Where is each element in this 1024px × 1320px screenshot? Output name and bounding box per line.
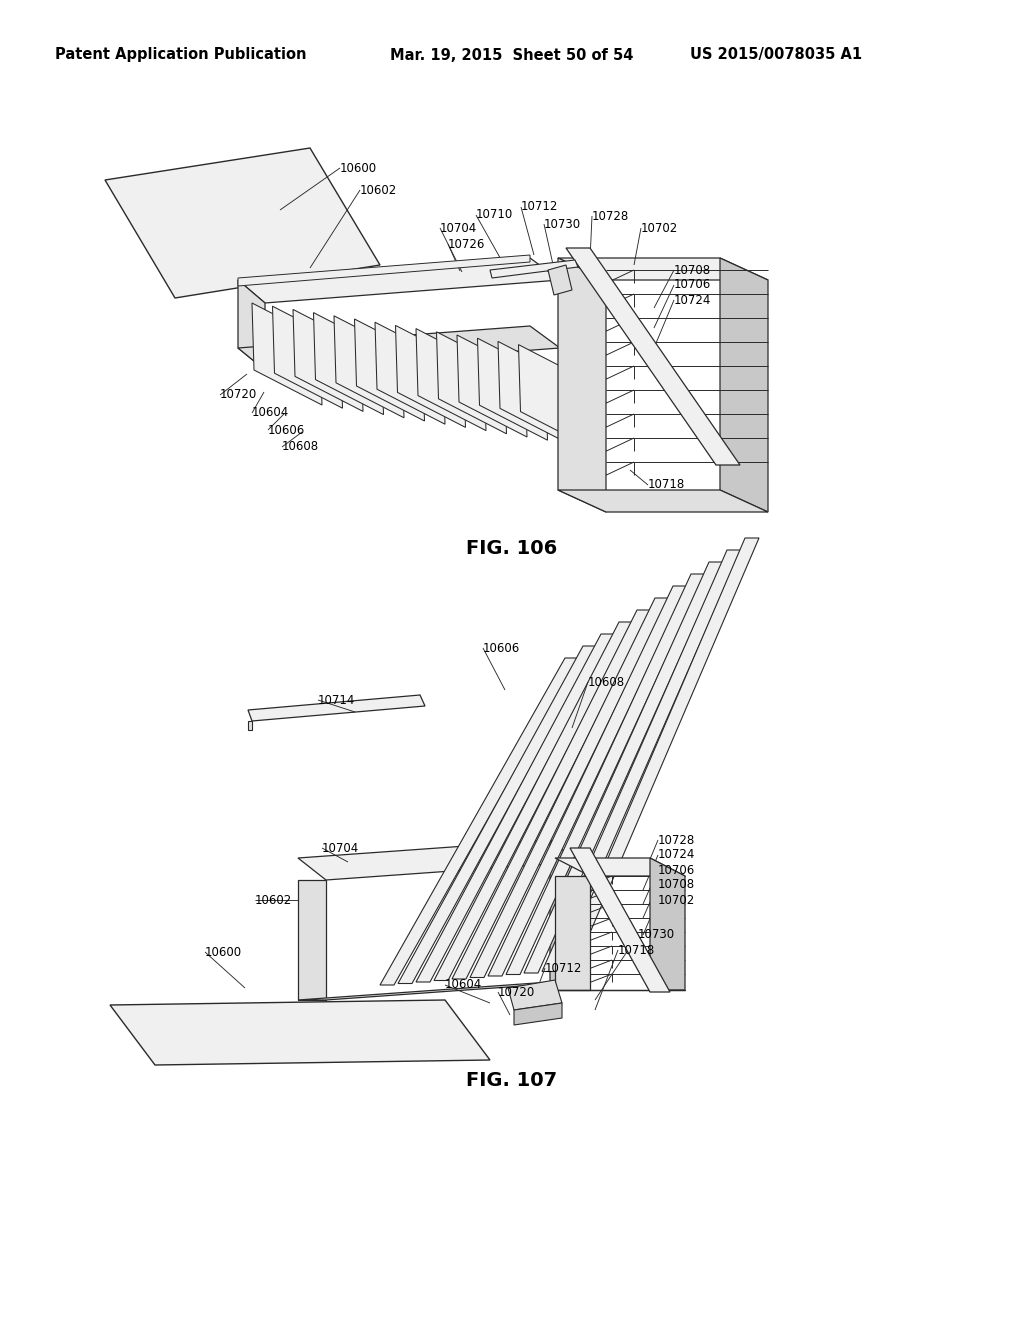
Text: 10706: 10706 bbox=[658, 863, 695, 876]
Polygon shape bbox=[238, 326, 560, 370]
Text: 10728: 10728 bbox=[658, 833, 695, 846]
Polygon shape bbox=[555, 876, 590, 990]
Text: 10724: 10724 bbox=[658, 849, 695, 862]
Polygon shape bbox=[470, 598, 669, 978]
Text: Patent Application Publication: Patent Application Publication bbox=[55, 48, 306, 62]
Polygon shape bbox=[238, 280, 265, 370]
Text: 10606: 10606 bbox=[268, 424, 305, 437]
Polygon shape bbox=[238, 257, 560, 304]
Polygon shape bbox=[566, 248, 740, 465]
Text: 10724: 10724 bbox=[674, 293, 712, 306]
Text: 10706: 10706 bbox=[674, 279, 712, 292]
Text: Mar. 19, 2015  Sheet 50 of 54: Mar. 19, 2015 Sheet 50 of 54 bbox=[390, 48, 634, 62]
Polygon shape bbox=[272, 306, 342, 408]
Text: 10730: 10730 bbox=[638, 928, 675, 941]
Text: FIG. 106: FIG. 106 bbox=[466, 539, 558, 557]
Polygon shape bbox=[452, 610, 651, 979]
Polygon shape bbox=[238, 255, 530, 286]
Polygon shape bbox=[498, 342, 568, 444]
Text: 10702: 10702 bbox=[641, 222, 678, 235]
Polygon shape bbox=[398, 645, 597, 983]
Text: 10728: 10728 bbox=[592, 210, 630, 223]
Polygon shape bbox=[555, 858, 685, 876]
Polygon shape bbox=[334, 315, 404, 418]
Polygon shape bbox=[558, 490, 768, 512]
Text: US 2015/0078035 A1: US 2015/0078035 A1 bbox=[690, 48, 862, 62]
Polygon shape bbox=[558, 257, 606, 512]
Polygon shape bbox=[548, 265, 572, 294]
Polygon shape bbox=[550, 840, 578, 982]
Text: 10702: 10702 bbox=[658, 894, 695, 907]
Text: 10608: 10608 bbox=[282, 441, 319, 454]
Text: 10708: 10708 bbox=[658, 878, 695, 891]
Text: 10708: 10708 bbox=[674, 264, 711, 276]
Polygon shape bbox=[436, 331, 507, 434]
Text: 10600: 10600 bbox=[340, 161, 377, 174]
Polygon shape bbox=[298, 880, 326, 1001]
Polygon shape bbox=[524, 562, 723, 973]
Polygon shape bbox=[477, 338, 548, 440]
Text: FIG. 107: FIG. 107 bbox=[467, 1071, 557, 1089]
Polygon shape bbox=[298, 840, 578, 880]
Polygon shape bbox=[252, 304, 322, 405]
Polygon shape bbox=[416, 634, 615, 982]
Polygon shape bbox=[542, 550, 741, 972]
Polygon shape bbox=[558, 257, 768, 280]
Polygon shape bbox=[506, 574, 705, 974]
Polygon shape bbox=[650, 858, 685, 990]
Polygon shape bbox=[248, 696, 425, 721]
Text: 10608: 10608 bbox=[588, 676, 625, 689]
Text: 10712: 10712 bbox=[521, 201, 558, 214]
Polygon shape bbox=[354, 319, 425, 421]
Text: 10720: 10720 bbox=[220, 388, 257, 401]
Text: 10602: 10602 bbox=[360, 183, 397, 197]
Text: 10726: 10726 bbox=[449, 238, 485, 251]
Text: 10720: 10720 bbox=[498, 986, 536, 998]
Polygon shape bbox=[490, 260, 578, 279]
Polygon shape bbox=[313, 313, 384, 414]
Text: 10718: 10718 bbox=[618, 944, 655, 957]
Text: 10704: 10704 bbox=[322, 842, 359, 854]
Text: 10604: 10604 bbox=[445, 978, 482, 991]
Text: 10714: 10714 bbox=[318, 693, 355, 706]
Polygon shape bbox=[434, 622, 633, 981]
Polygon shape bbox=[720, 257, 768, 512]
Text: 10710: 10710 bbox=[476, 209, 513, 222]
Text: 10600: 10600 bbox=[205, 945, 242, 958]
Polygon shape bbox=[248, 721, 252, 730]
Polygon shape bbox=[488, 586, 687, 975]
Polygon shape bbox=[110, 1001, 490, 1065]
Text: 10712: 10712 bbox=[545, 961, 583, 974]
Polygon shape bbox=[416, 329, 486, 430]
Polygon shape bbox=[570, 847, 670, 993]
Polygon shape bbox=[298, 982, 578, 1001]
Polygon shape bbox=[375, 322, 445, 424]
Text: 10604: 10604 bbox=[252, 407, 289, 420]
Text: 10704: 10704 bbox=[440, 222, 477, 235]
Text: 10718: 10718 bbox=[648, 479, 685, 491]
Polygon shape bbox=[560, 539, 759, 970]
Text: 10602: 10602 bbox=[255, 894, 292, 907]
Polygon shape bbox=[508, 979, 562, 1010]
Text: 10730: 10730 bbox=[544, 218, 582, 231]
Polygon shape bbox=[457, 335, 527, 437]
Polygon shape bbox=[380, 657, 579, 985]
Polygon shape bbox=[105, 148, 380, 298]
Polygon shape bbox=[514, 1003, 562, 1026]
Polygon shape bbox=[395, 326, 466, 428]
Polygon shape bbox=[518, 345, 589, 446]
Text: 10606: 10606 bbox=[483, 642, 520, 655]
Polygon shape bbox=[293, 309, 362, 412]
